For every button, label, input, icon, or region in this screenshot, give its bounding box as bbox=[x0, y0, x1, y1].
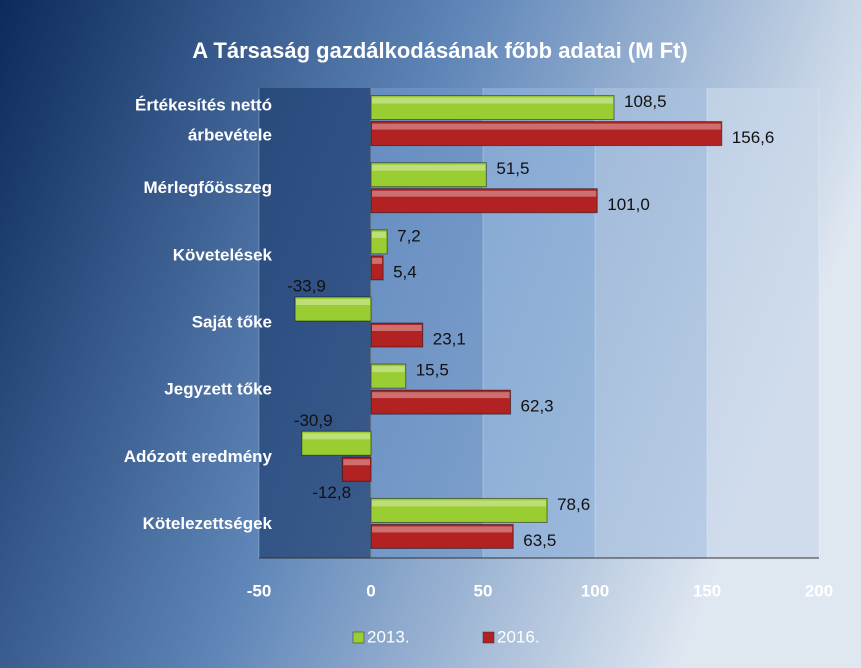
data-label: 62,3 bbox=[521, 397, 554, 416]
bar bbox=[370, 523, 514, 549]
bar bbox=[370, 95, 615, 121]
bar-shine bbox=[372, 366, 405, 373]
legend-swatch bbox=[482, 631, 495, 644]
legend-label: 2013. bbox=[367, 627, 410, 646]
bar bbox=[370, 322, 424, 348]
bar-shine bbox=[302, 433, 370, 440]
data-label: 108,5 bbox=[624, 92, 667, 111]
x-tick-label: 150 bbox=[693, 581, 721, 600]
bar bbox=[370, 121, 723, 147]
bar-shine bbox=[372, 257, 383, 264]
data-label: 51,5 bbox=[496, 159, 529, 178]
data-label: -30,9 bbox=[294, 411, 333, 430]
category-label: Jegyzett tőke bbox=[164, 380, 272, 399]
legend-swatch bbox=[352, 631, 365, 644]
bar bbox=[341, 456, 372, 482]
bar bbox=[370, 229, 388, 255]
category-label: Saját tőke bbox=[192, 312, 272, 331]
plot-band bbox=[707, 88, 819, 558]
data-label: 23,1 bbox=[433, 329, 466, 348]
category-label: Követelések bbox=[173, 245, 273, 264]
x-tick-label: 200 bbox=[805, 581, 833, 600]
data-label: 5,4 bbox=[393, 262, 417, 281]
bar-shine bbox=[372, 123, 721, 130]
data-label: -12,8 bbox=[312, 483, 351, 502]
data-label: 78,6 bbox=[557, 495, 590, 514]
bar bbox=[370, 389, 512, 415]
x-tick-label: 0 bbox=[366, 581, 375, 600]
data-label: 156,6 bbox=[732, 128, 775, 147]
data-label: -33,9 bbox=[287, 276, 326, 295]
data-label: 63,5 bbox=[523, 531, 556, 550]
bar-shine bbox=[296, 299, 370, 305]
bar bbox=[370, 255, 384, 281]
category-label: Értékesítés nettó árbevétele bbox=[135, 96, 272, 145]
bar-shine bbox=[372, 97, 614, 104]
bar-shine bbox=[372, 164, 486, 171]
bar bbox=[294, 296, 372, 322]
category-label: Adózott eredmény bbox=[124, 447, 273, 466]
x-tick-label: -50 bbox=[247, 581, 272, 600]
category-label: Mérlegfőösszeg bbox=[144, 178, 272, 197]
data-label: 15,5 bbox=[416, 361, 449, 380]
chart-title: A Társaság gazdálkodásának főbb adatai (… bbox=[192, 38, 688, 63]
x-tick-label: 100 bbox=[581, 581, 609, 600]
data-label: 101,0 bbox=[607, 195, 650, 214]
bar bbox=[370, 497, 548, 523]
bar-shine bbox=[372, 231, 387, 238]
x-tick-label: 50 bbox=[474, 581, 493, 600]
legend-label: 2016. bbox=[497, 627, 540, 646]
category-label: Kötelezettségek bbox=[143, 514, 273, 533]
bar bbox=[370, 188, 598, 214]
bar-shine bbox=[372, 500, 547, 507]
bar-shine bbox=[372, 526, 513, 533]
plot-band bbox=[483, 88, 595, 558]
bar-shine bbox=[372, 392, 510, 399]
bar bbox=[370, 363, 407, 389]
bar-shine bbox=[372, 190, 597, 197]
data-label: 7,2 bbox=[397, 226, 421, 245]
bar-shine bbox=[372, 325, 422, 331]
bar bbox=[301, 430, 372, 456]
bar bbox=[370, 162, 487, 188]
bar-shine bbox=[343, 459, 370, 466]
plot-band bbox=[595, 88, 707, 558]
